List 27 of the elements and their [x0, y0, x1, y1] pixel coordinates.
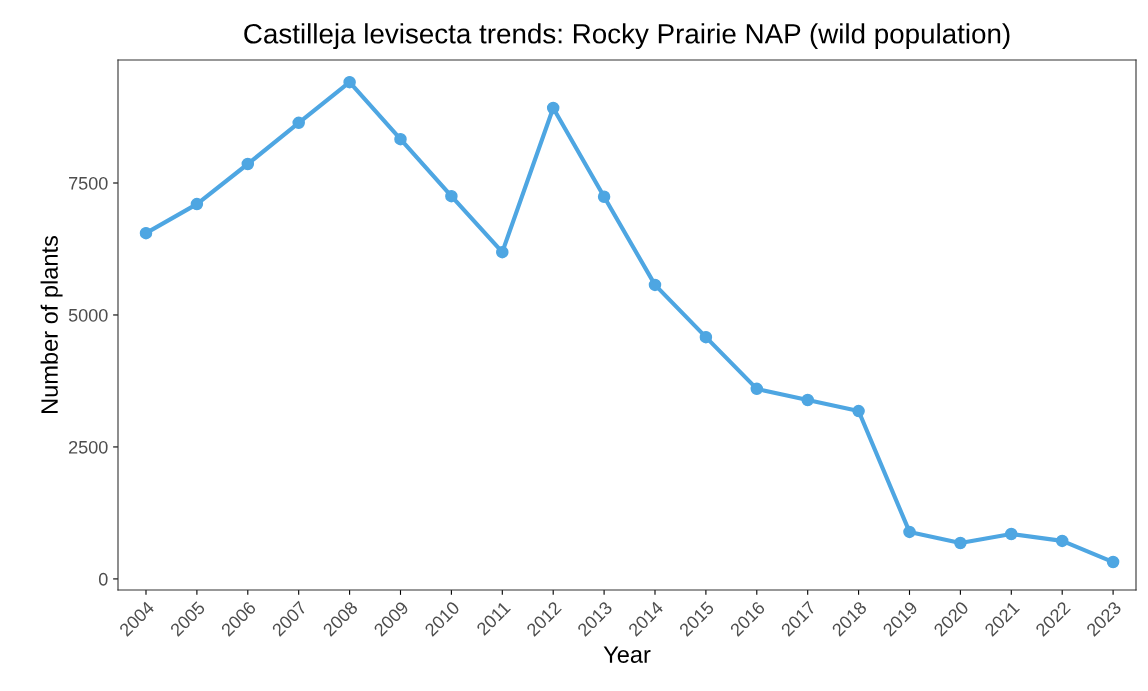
point [750, 382, 764, 396]
point [1106, 555, 1120, 569]
point [343, 75, 356, 89]
point [445, 189, 458, 203]
point [597, 190, 611, 203]
point [1005, 527, 1018, 541]
point [394, 132, 407, 146]
point [954, 536, 967, 550]
point [292, 116, 305, 130]
point [139, 226, 153, 240]
y-tick-label: 7500 [69, 176, 108, 190]
point [699, 330, 713, 344]
point [496, 245, 509, 259]
y-tick-label: 5000 [68, 308, 108, 322]
y-tick-label: 2500 [69, 440, 108, 454]
point [190, 197, 204, 211]
y-axis-title: Number of plants [40, 235, 63, 413]
point [241, 157, 255, 171]
chart-title: Castilleja levisecta trends: Rocky Prairie NAP (wild population) [244, 23, 1010, 50]
x-axis-title: Year [603, 646, 651, 663]
point [801, 393, 814, 407]
point [1055, 534, 1069, 548]
point [648, 278, 662, 292]
y-tick-label: 0 [98, 572, 108, 586]
point [903, 525, 916, 539]
point [852, 404, 865, 418]
point [546, 101, 560, 115]
